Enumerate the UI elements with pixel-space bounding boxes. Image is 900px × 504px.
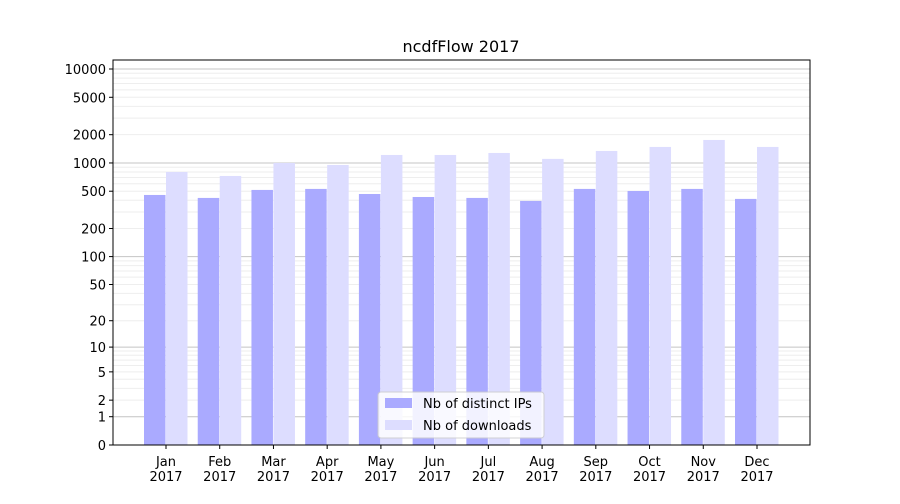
x-tick-label-line: Jul [480,455,497,470]
x-tick-label-line: Jun [423,455,444,470]
y-tick-label: 10000 [65,63,106,78]
legend-swatch [385,420,412,430]
x-tick-label-line: 2017 [472,470,505,485]
x-tick-label: Sep 2017 [579,455,612,485]
x-tick-label-line: 2017 [526,470,559,485]
y-tick-label: 20 [89,315,106,330]
y-tick-label: 200 [81,222,106,237]
x-tick-label-line: Mar [261,455,286,470]
x-tick-label: Oct 2017 [633,455,666,485]
plot-frame [112,59,811,446]
x-tick-label-line: 2017 [149,470,182,485]
bar-downloads [595,150,618,445]
x-tick-label: Dec 2017 [740,455,773,485]
x-tick-label-line: 2017 [418,470,451,485]
x-tick-label-line: 2017 [633,470,666,485]
x-tick-label-line: Nov [691,455,717,470]
bar-ips [358,193,381,445]
bar-downloads [219,175,242,445]
x-tick-label-line: Aug [529,455,554,470]
y-tick-label: 100 [81,251,106,266]
y-tick-label: 10 [89,341,106,356]
bar-downloads [434,154,457,445]
x-tick-label-line: 2017 [364,470,397,485]
x-tick-label-line: 2017 [687,470,720,485]
bar-downloads [166,171,188,446]
x-tick-label: May 2017 [364,455,397,485]
x-tick-label-line: 2017 [740,470,773,485]
bar-ips [305,188,327,445]
bar-ips [735,198,757,445]
x-tick-label: Jan 2017 [149,455,182,485]
x-tick-label-line: Feb [208,455,231,470]
bar-ips [144,194,166,445]
y-tick-label: 500 [81,185,106,200]
bar-ips [197,197,220,445]
y-tick-label: 5 [98,366,106,381]
bar-ips [573,188,596,445]
x-tick-label: Nov 2017 [687,455,720,485]
y-tick-label: 2 [98,394,106,409]
x-tick-label: Apr 2017 [311,455,344,485]
bar-downloads [380,154,403,445]
x-tick-label-line: Dec [744,455,769,470]
bar-downloads [488,152,510,446]
x-tick-label-line: Apr [316,455,339,470]
x-tick-label: Feb 2017 [203,455,236,485]
x-tick-label-line: 2017 [257,470,290,485]
bar-ips [412,196,435,445]
y-tick-label: 50 [89,278,106,293]
bar-ips [520,200,542,445]
y-tick-label: 0 [98,439,106,454]
legend-box [377,391,545,439]
x-tick-label-line: May [367,455,394,470]
x-tick-label-line: 2017 [203,470,236,485]
bar-downloads [649,146,672,446]
y-tick-label: 5000 [73,91,106,106]
bar-downloads [542,158,564,445]
x-tick-label-line: 2017 [311,470,344,485]
legend-swatch [385,398,412,408]
bar-downloads [703,139,725,445]
legend-label: Nb of distinct IPs [423,397,532,412]
bar-downloads [273,162,295,445]
y-tick-label: 2000 [73,129,106,144]
x-tick-label: Aug 2017 [526,455,559,485]
y-tick-label: 1 [98,411,106,426]
bar-ips [627,190,650,445]
x-tick-label: Jun 2017 [418,455,451,485]
x-tick-label: Mar 2017 [257,455,290,485]
bar-ips [681,188,703,445]
y-tick-label: 1000 [73,157,106,172]
bar-downloads [327,164,349,445]
x-tick-label-line: Sep [584,455,609,470]
legend-label: Nb of downloads [423,419,532,434]
x-tick-label-line: 2017 [579,470,612,485]
bar-downloads [757,146,779,446]
bar-ips [466,197,488,445]
x-tick-label: Jul 2017 [472,455,505,485]
chart-title: ncdfFlow 2017 [402,37,519,56]
x-tick-label-line: Jan [155,455,176,470]
x-tick-label-line: Oct [638,455,660,470]
bar-ips [251,189,273,445]
